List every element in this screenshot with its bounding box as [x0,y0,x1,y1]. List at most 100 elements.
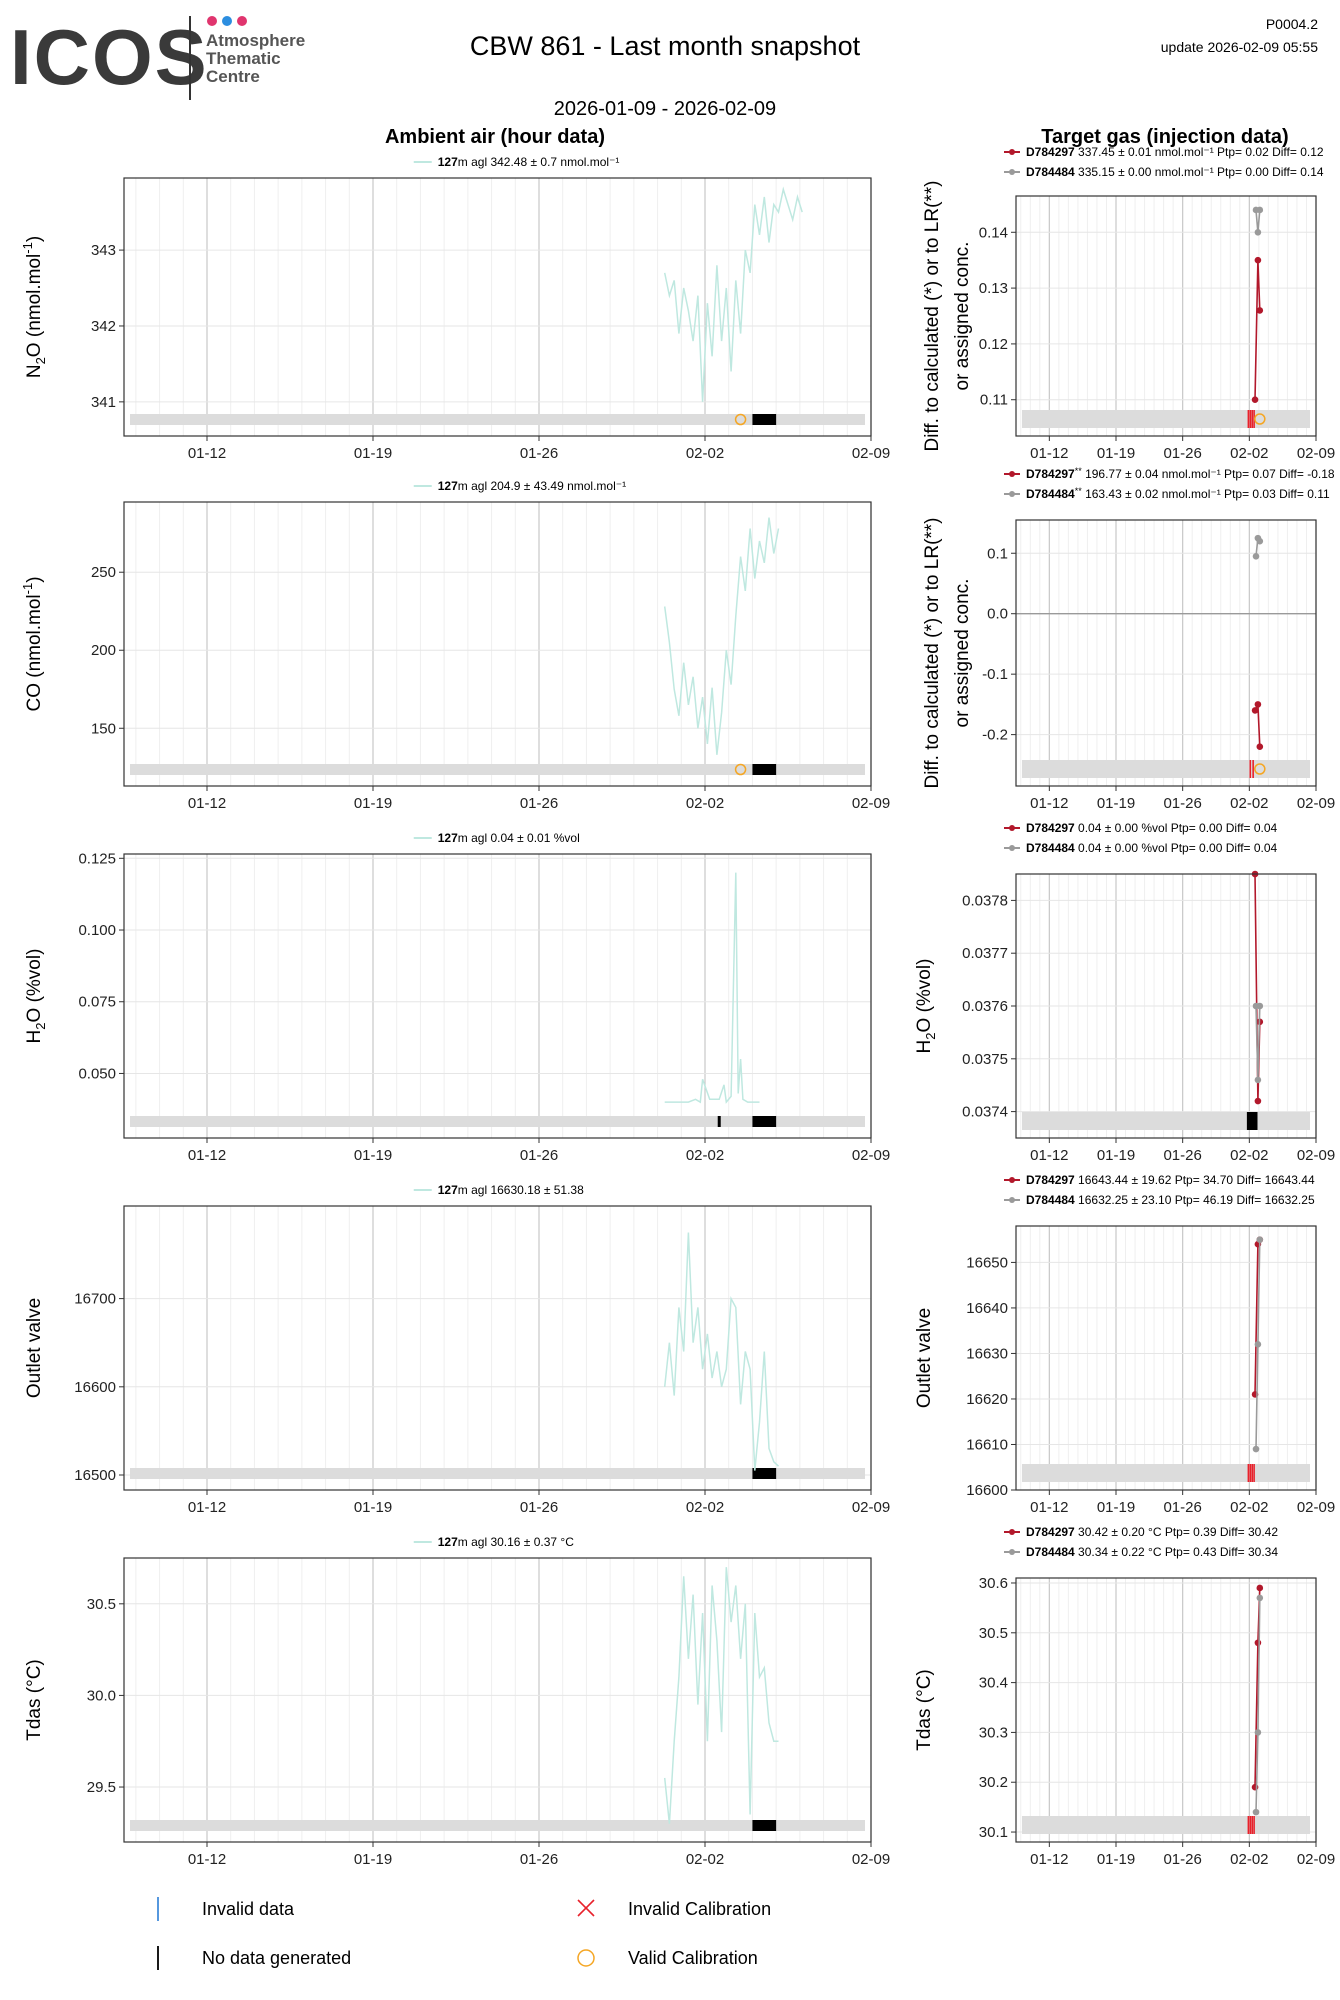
y-tick-label: 0.11 [980,392,1008,409]
data-point-D784297 [1256,743,1264,751]
x-tick-label: 02-02 [686,795,724,812]
legend-marker-D784297 [1009,1529,1015,1535]
left-section-title: Ambient air (hour data) [385,126,605,148]
plot-background [1016,520,1316,786]
legend-stats: 163.43 ± 0.02 nmol.mol⁻¹ Ptp= 0.03 Diff=… [1082,487,1330,501]
legend-height-bold: 127 [438,1183,458,1197]
x-tick-label: 02-02 [686,1851,724,1868]
data-point-D784297 [1254,256,1262,264]
x-tick-label: 02-02 [686,1499,724,1516]
data-point-D784484 [1254,228,1262,236]
legend-stats: 337.45 ± 0.01 nmol.mol⁻¹ Ptp= 0.02 Diff=… [1075,145,1324,159]
y-tick-label: 16640 [966,1300,1008,1317]
no-data-tick [1246,1112,1250,1130]
y-axis-label: CO (nmol.mol-1) [20,576,45,711]
flag-band [1022,760,1310,778]
y-tick-label: 0.0375 [962,1051,1008,1068]
flag-legend: Invalid data No data generated Invalid Cal… [157,1897,771,1970]
y-axis-label: Diff. to calculated (*) or to LR(**) [922,517,943,788]
legend-id: D784484 [1026,1193,1075,1207]
y-tick-label: 30.6 [979,1575,1008,1592]
y-axis-label-part: Tdas (°C) [24,1659,45,1741]
y-tick-label: 0.100 [78,922,116,939]
x-tick-label: 01-26 [1163,1851,1201,1868]
legend-text: 127m agl 204.9 ± 43.49 nmol.mol⁻¹ [438,479,626,493]
y-axis-label-part: Outlet valve [914,1308,935,1408]
plot-frame [1015,1225,1317,1491]
x-tick-label: 01-19 [1097,445,1135,462]
x-tick-label: 02-09 [1297,445,1335,462]
product-code: P0004.2 [1266,16,1318,32]
x-tick-label: 01-19 [1097,1147,1135,1164]
legend-text-D784484: D784484 0.04 ± 0.00 %vol Ptp= 0.00 Diff=… [1026,841,1278,855]
y-axis-label: Outlet valve [914,1308,935,1408]
x-tick-label: 01-19 [1097,1851,1135,1868]
logo-dot [207,16,217,26]
legend-stats: 16643.44 ± 19.62 Ptp= 34.70 Diff= 16643.… [1075,1173,1315,1187]
data-point-D784484 [1254,1341,1262,1348]
logo-dot [237,16,247,26]
ambient-panel-4: 01-12 01-19 01-26 02-02 02-09 16500 16600 16700… [24,1183,890,1516]
x-tick-label: 01-12 [1030,1851,1068,1868]
data-point-D784484 [1256,1594,1264,1602]
y-tick-label: 30.5 [87,1596,116,1613]
y-tick-label: 16630 [966,1345,1008,1362]
y-axis-label-part: 2 [33,357,48,364]
valid-calibration-symbol [577,1949,595,1967]
legend-suffix: ** [1075,466,1083,476]
plot-background [124,1558,871,1842]
y-axis-label-part: N [24,364,45,378]
data-point-D784484 [1254,1076,1262,1084]
series-line-127m agl [663,186,803,402]
plot-frame [123,1557,872,1843]
y-axis-label: or assigned conc. [952,579,973,728]
x-tick-label: 01-19 [354,795,392,812]
legend-marker-D784297 [1009,471,1015,477]
report-header: ICOS Atmosphere Thematic Centre CBW 861 … [0,0,1340,120]
legend-marker-D784484 [1009,845,1015,851]
legend-id: D784484 [1026,1545,1075,1559]
y-tick-label: 0.0378 [962,892,1008,909]
x-tick-label: 02-09 [1297,1147,1335,1164]
legend-id: D784297 [1026,1525,1075,1539]
flag-band [1022,1112,1310,1130]
legend-text: 127m agl 16630.18 ± 51.38 [438,1183,584,1197]
valid-calibration-label: Valid Calibration [628,1948,758,1968]
no-data-block [752,414,777,425]
x-tick-label: 01-26 [520,445,558,462]
target-panel-1: 01-12 01-19 01-26 02-02 02-09 0.11 0.12 0.13 0.1… [922,145,1335,462]
data-point-D784297 [1256,1584,1264,1592]
ambient-panel-5: 01-12 01-19 01-26 02-02 02-09 29.5 30.0 30.5 Tda… [24,1535,890,1868]
y-tick-label: 343 [91,242,116,259]
plot-background [1016,1226,1316,1490]
legend-text-D784484: D784484 335.15 ± 0.00 nmol.mol⁻¹ Ptp= 0.… [1026,165,1324,179]
y-axis-label-part: -1 [20,242,35,254]
x-tick-label: 01-12 [188,1147,226,1164]
data-point-D784297 [1254,1639,1262,1647]
x-tick-label: 01-12 [188,445,226,462]
x-tick-label: 01-26 [1163,1499,1201,1516]
flag-band [130,414,865,425]
x-tick-label: 02-02 [1230,795,1268,812]
x-tick-label: 01-26 [1163,445,1201,462]
x-tick-label: 01-12 [1030,445,1068,462]
x-tick-label: 01-26 [1163,795,1201,812]
plot-background [1016,1578,1316,1842]
target-panel-4: 01-12 01-19 01-26 02-02 02-09 16600 16610 16620… [914,1173,1335,1516]
y-tick-label: 16610 [966,1436,1008,1453]
y-tick-label: 200 [91,642,116,659]
x-tick-label: 02-09 [852,795,890,812]
x-tick-label: 02-02 [1230,445,1268,462]
header-svg: ICOS Atmosphere Thematic Centre CBW 861 … [10,13,1318,120]
no-data-block [752,1820,777,1831]
legend-stats: 30.42 ± 0.20 °C Ptp= 0.39 Diff= 30.42 [1075,1525,1279,1539]
y-tick-label: 0.0376 [962,998,1008,1015]
y-tick-label: 30.5 [979,1625,1008,1642]
legend-stats: 0.04 ± 0.00 %vol Ptp= 0.00 Diff= 0.04 [1075,821,1278,835]
y-tick-label: 0.0 [987,606,1008,623]
legend-marker-D784297 [1009,149,1015,155]
y-axis-label: H2O (%vol) [914,959,938,1054]
y-axis-label-part: O (nmol.mol [24,254,45,357]
x-tick-label: 01-12 [1030,795,1068,812]
y-tick-label: 16620 [966,1391,1008,1408]
